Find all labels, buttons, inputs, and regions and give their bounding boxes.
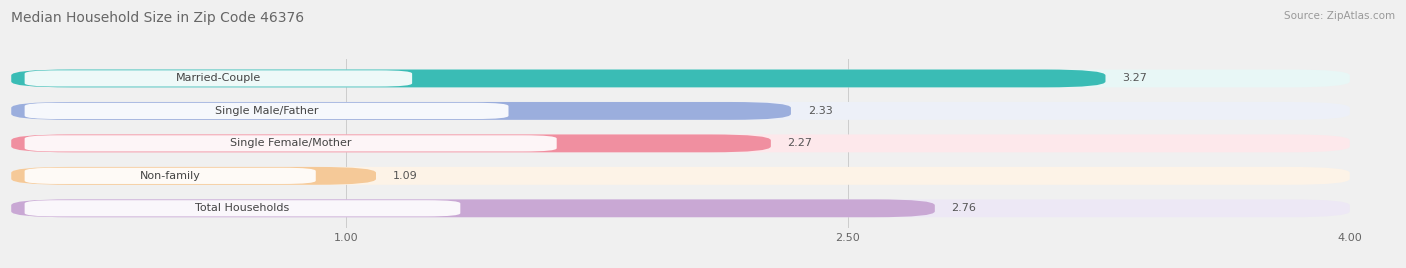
Text: 1.09: 1.09 [392, 171, 418, 181]
FancyBboxPatch shape [11, 135, 770, 152]
Text: Median Household Size in Zip Code 46376: Median Household Size in Zip Code 46376 [11, 11, 304, 25]
Text: 2.76: 2.76 [952, 203, 976, 213]
FancyBboxPatch shape [25, 103, 509, 119]
FancyBboxPatch shape [11, 69, 1350, 87]
Text: 2.27: 2.27 [787, 138, 813, 148]
FancyBboxPatch shape [11, 102, 792, 120]
FancyBboxPatch shape [25, 168, 316, 184]
Text: Non-family: Non-family [139, 171, 201, 181]
FancyBboxPatch shape [25, 135, 557, 151]
FancyBboxPatch shape [11, 199, 1350, 217]
FancyBboxPatch shape [11, 167, 1350, 185]
FancyBboxPatch shape [11, 69, 1105, 87]
FancyBboxPatch shape [11, 135, 1350, 152]
Text: 3.27: 3.27 [1122, 73, 1147, 83]
FancyBboxPatch shape [25, 200, 460, 217]
FancyBboxPatch shape [11, 167, 375, 185]
Text: Single Female/Mother: Single Female/Mother [231, 138, 352, 148]
Text: Source: ZipAtlas.com: Source: ZipAtlas.com [1284, 11, 1395, 21]
FancyBboxPatch shape [25, 70, 412, 87]
Text: Married-Couple: Married-Couple [176, 73, 262, 83]
Text: 2.33: 2.33 [807, 106, 832, 116]
FancyBboxPatch shape [11, 199, 935, 217]
Text: Single Male/Father: Single Male/Father [215, 106, 318, 116]
FancyBboxPatch shape [11, 102, 1350, 120]
Text: Total Households: Total Households [195, 203, 290, 213]
